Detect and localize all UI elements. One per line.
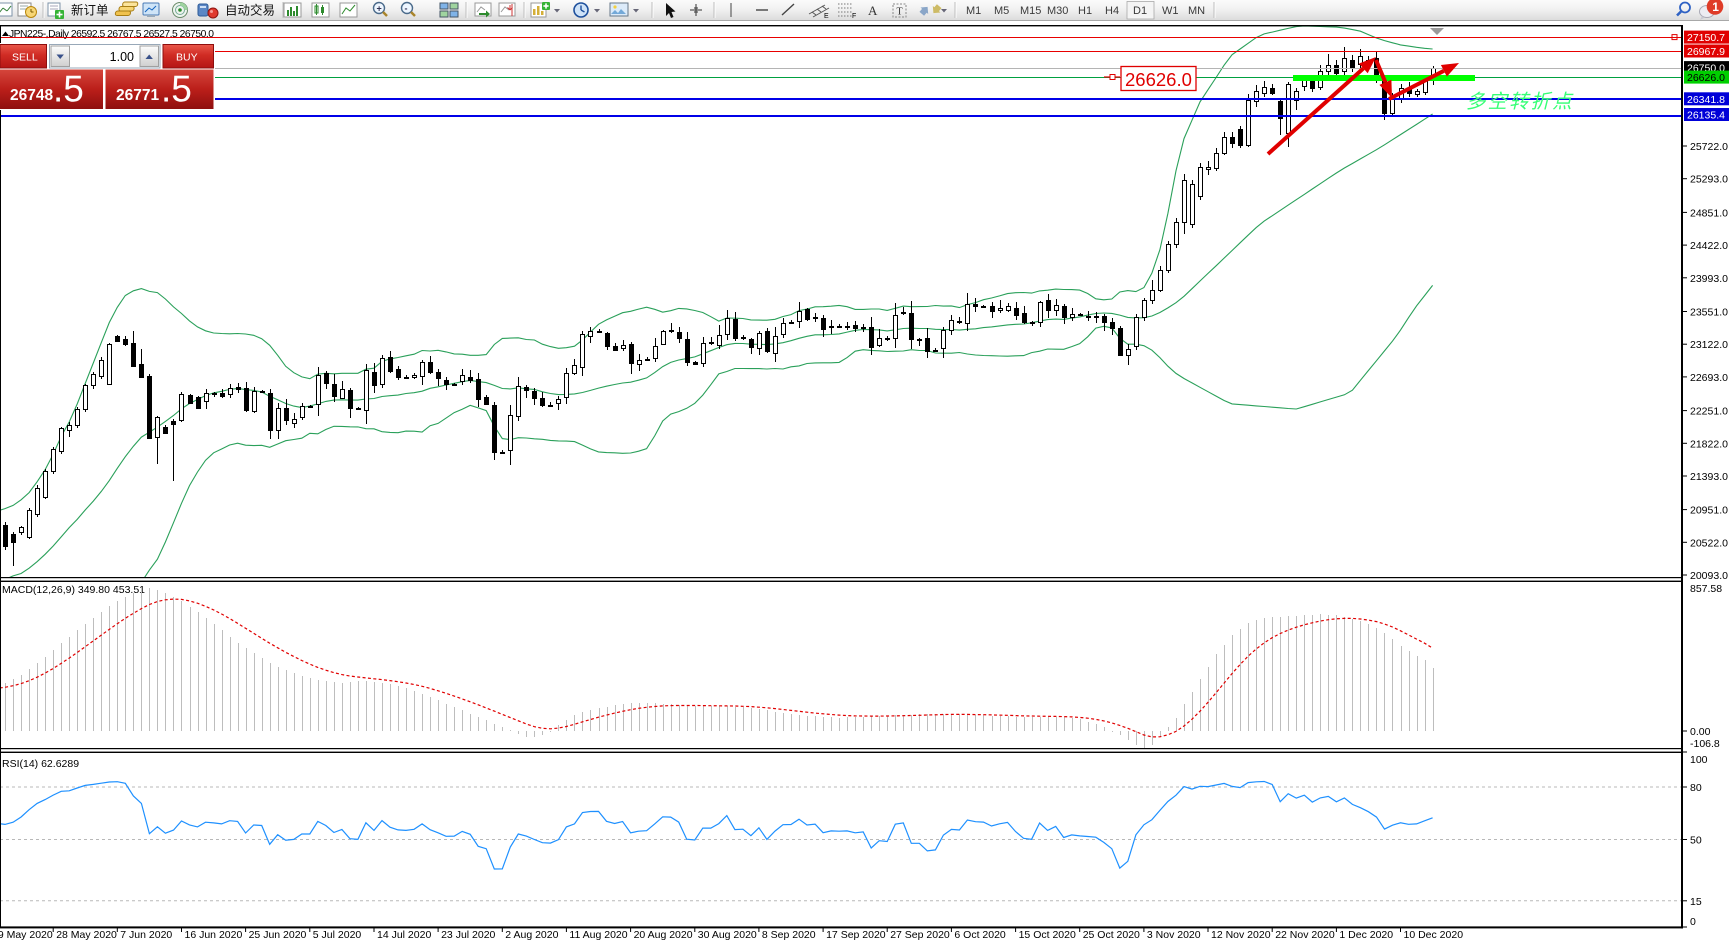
svg-text:SELL: SELL: [12, 52, 38, 64]
svg-text:26341.8: 26341.8: [1687, 94, 1725, 106]
svg-text:22693.0: 22693.0: [1690, 372, 1728, 384]
svg-text:+: +: [377, 4, 382, 14]
svg-text:-106.8: -106.8: [1690, 738, 1720, 750]
svg-text:M1: M1: [966, 5, 981, 17]
svg-text:12 Nov 2020: 12 Nov 2020: [1211, 929, 1271, 941]
svg-text:自动交易: 自动交易: [225, 3, 275, 18]
svg-text:80: 80: [1690, 782, 1702, 794]
svg-text:24851.0: 24851.0: [1690, 207, 1728, 219]
svg-text:21393.0: 21393.0: [1690, 471, 1728, 483]
svg-text:23551.0: 23551.0: [1690, 307, 1728, 319]
svg-text:30 Aug 2020: 30 Aug 2020: [698, 929, 757, 941]
svg-text:26626.0: 26626.0: [1125, 69, 1192, 90]
svg-text:3 Nov 2020: 3 Nov 2020: [1147, 929, 1201, 941]
svg-text:.5: .5: [53, 69, 84, 110]
svg-text:H4: H4: [1105, 5, 1119, 17]
svg-text:.5: .5: [161, 69, 192, 110]
svg-text:50: 50: [1690, 835, 1702, 847]
svg-text:22251.0: 22251.0: [1690, 406, 1728, 418]
svg-text:20 Aug 2020: 20 Aug 2020: [634, 929, 693, 941]
svg-text:28 May 2020: 28 May 2020: [56, 929, 117, 941]
svg-text:27150.7: 27150.7: [1687, 32, 1725, 44]
svg-text:H1: H1: [1078, 5, 1092, 17]
svg-text:M15: M15: [1020, 5, 1041, 17]
svg-text:8 Sep 2020: 8 Sep 2020: [762, 929, 816, 941]
svg-text:MN: MN: [1188, 5, 1205, 17]
svg-text:17 Sep 2020: 17 Sep 2020: [826, 929, 886, 941]
svg-text:1.00: 1.00: [110, 50, 134, 64]
svg-text:RSI(14) 62.6289: RSI(14) 62.6289: [2, 758, 79, 770]
svg-text:-: -: [405, 4, 408, 14]
svg-text:MACD(12,26,9) 349.80 453.51: MACD(12,26,9) 349.80 453.51: [2, 584, 145, 596]
svg-text:1: 1: [1712, 0, 1719, 14]
svg-text:2 Aug 2020: 2 Aug 2020: [505, 929, 558, 941]
svg-text:25293.0: 25293.0: [1690, 174, 1728, 186]
svg-text:BUY: BUY: [176, 52, 198, 64]
svg-text:6 Oct 2020: 6 Oct 2020: [954, 929, 1006, 941]
svg-text:20093.0: 20093.0: [1690, 570, 1728, 582]
svg-text:10 Dec 2020: 10 Dec 2020: [1404, 929, 1464, 941]
svg-text:5 Jul 2020: 5 Jul 2020: [313, 929, 362, 941]
svg-text:E: E: [824, 13, 829, 20]
svg-text:26967.9: 26967.9: [1687, 46, 1725, 58]
svg-text:23122.0: 23122.0: [1690, 339, 1728, 351]
svg-text:15 Oct 2020: 15 Oct 2020: [1019, 929, 1076, 941]
svg-text:14 Jul 2020: 14 Jul 2020: [377, 929, 431, 941]
svg-text:W1: W1: [1162, 5, 1179, 17]
svg-text:D1: D1: [1133, 5, 1147, 17]
svg-text:16 Jun 2020: 16 Jun 2020: [185, 929, 243, 941]
svg-text:20522.0: 20522.0: [1690, 537, 1728, 549]
svg-text:11 Aug 2020: 11 Aug 2020: [569, 929, 627, 941]
svg-text:7 Jun 2020: 7 Jun 2020: [120, 929, 172, 941]
svg-text:27 Sep 2020: 27 Sep 2020: [890, 929, 950, 941]
svg-text:20951.0: 20951.0: [1690, 505, 1728, 517]
svg-text:26771: 26771: [116, 87, 159, 104]
svg-text:M5: M5: [994, 5, 1009, 17]
svg-text:26626.0: 26626.0: [1687, 72, 1725, 84]
svg-text:22 Nov 2020: 22 Nov 2020: [1275, 929, 1335, 941]
svg-text:T: T: [897, 7, 903, 18]
svg-text:23 Jul 2020: 23 Jul 2020: [441, 929, 495, 941]
svg-text:19 May 2020: 19 May 2020: [0, 929, 53, 941]
svg-text:15: 15: [1690, 896, 1702, 908]
svg-text:JPN225-,Daily 26592.5 26767.5: JPN225-,Daily 26592.5 26767.5 26527.5 26…: [9, 29, 214, 40]
svg-text:100: 100: [1690, 754, 1708, 766]
svg-text:24422.0: 24422.0: [1690, 240, 1728, 252]
svg-text:25722.0: 25722.0: [1690, 141, 1728, 153]
svg-text:26135.4: 26135.4: [1687, 110, 1725, 122]
svg-text:21822.0: 21822.0: [1690, 438, 1728, 450]
svg-text:M30: M30: [1047, 5, 1068, 17]
svg-text:26748: 26748: [10, 87, 53, 104]
svg-text:多空转折点: 多空转折点: [1466, 91, 1574, 113]
svg-text:F: F: [852, 13, 856, 20]
svg-text:A: A: [868, 3, 878, 18]
svg-text:0.00: 0.00: [1690, 726, 1711, 738]
svg-text:23993.0: 23993.0: [1690, 273, 1728, 285]
svg-text:0: 0: [1690, 916, 1696, 928]
svg-text:857.58: 857.58: [1690, 583, 1722, 595]
svg-text:25 Jun 2020: 25 Jun 2020: [249, 929, 307, 941]
svg-text:1 Dec 2020: 1 Dec 2020: [1339, 929, 1393, 941]
svg-text:25 Oct 2020: 25 Oct 2020: [1083, 929, 1140, 941]
svg-text:新订单: 新订单: [71, 3, 109, 18]
